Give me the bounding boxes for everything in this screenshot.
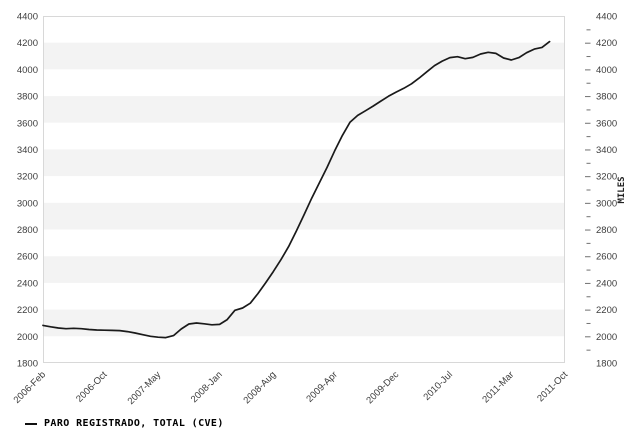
- y-tick-label-right: 2200: [596, 305, 617, 316]
- y-tick-label-right: 1800: [596, 359, 617, 370]
- y-tick-label-left: 3600: [17, 118, 38, 129]
- y-tick-label-left: 3200: [17, 172, 38, 183]
- grid-band: [43, 176, 565, 203]
- plot-border: [43, 16, 565, 363]
- grid-band: [43, 122, 565, 150]
- y-tick-label-right: 3000: [596, 198, 617, 209]
- grid-band: [43, 16, 565, 43]
- y-tick-label-right: 4400: [596, 12, 617, 23]
- grid-band: [43, 309, 565, 337]
- data-line-paro-registrado: [42, 40, 551, 339]
- x-tick-label: 2009-Apr: [304, 369, 339, 404]
- y-tick-label-left: 2800: [17, 225, 38, 236]
- legend-label: PARO REGISTRADO, TOTAL (CVE): [44, 418, 224, 429]
- y-tick-label-left: 1800: [17, 359, 38, 370]
- x-tick-label: 2009-Dec: [364, 369, 401, 406]
- y-tick-label-left: 2200: [17, 305, 38, 316]
- grid-band: [43, 96, 565, 123]
- x-tick-label: 2007-May: [126, 369, 164, 407]
- legend-line-marker: [25, 422, 37, 425]
- y-tick-label-left: 3400: [17, 145, 38, 156]
- y-tick-label-left: 2600: [17, 252, 38, 263]
- grid-band: [43, 282, 565, 310]
- grid-band: [43, 229, 565, 257]
- x-tick-label: 2011-Mar: [480, 369, 516, 405]
- y-tick-label-right: 2800: [596, 225, 617, 236]
- y-axis-title-miles: MILES: [617, 176, 627, 203]
- y-tick-label-right: 3800: [596, 92, 617, 103]
- plot-bands: [43, 16, 565, 363]
- y-tick-label-right: 3600: [596, 118, 617, 129]
- y-tick-label-left: 2400: [17, 278, 38, 289]
- y-tick-label-left: 3000: [17, 198, 38, 209]
- x-tick-label: 2008-Jan: [189, 369, 225, 405]
- x-tick-label: 2010-Jul: [421, 369, 455, 403]
- grid-band: [43, 69, 565, 97]
- y-tick-label-left: 4400: [17, 12, 38, 23]
- y-tick-label-left: 4000: [17, 65, 38, 76]
- x-tick-label: 2008-Aug: [242, 369, 279, 406]
- grid-band: [43, 149, 565, 177]
- grid-band: [43, 256, 565, 283]
- chart-legend: PARO REGISTRADO, TOTAL (CVE): [25, 418, 224, 429]
- y-tick-label-left: 4200: [17, 38, 38, 49]
- grid-band: [43, 336, 565, 363]
- grid-band: [43, 42, 565, 70]
- x-axis-labels: 2006-Feb 2006-Oct 2007-May 2008-Jan 2008-Aug…: [12, 369, 571, 407]
- y-tick-label-left: 3800: [17, 92, 38, 103]
- y-tick-label-right: 2600: [596, 252, 617, 263]
- x-tick-label: 2006-Oct: [74, 369, 110, 405]
- y-tick-label-right: 4200: [596, 38, 617, 49]
- y-tick-label-right: 3400: [596, 145, 617, 156]
- y-tick-label-right: 4000: [596, 65, 617, 76]
- y-tick-label-left: 2000: [17, 332, 38, 343]
- y-tick-label-right: 2400: [596, 278, 617, 289]
- x-tick-label: 2006-Feb: [12, 369, 49, 406]
- x-tick-label: 2011-Oct: [535, 369, 570, 404]
- right-axis-ticks: [585, 29, 591, 351]
- y-tick-label-right: 2000: [596, 332, 617, 343]
- y-axis-right-labels: 1800 2000 2200 2400 2600 2800 3000 3200 3400 3600…: [596, 12, 617, 370]
- y-tick-label-right: 3200: [596, 172, 617, 183]
- y-axis-left-labels: 1800 2000 2200 2400 2600 2800 3000 3200 3400 3600…: [17, 12, 38, 370]
